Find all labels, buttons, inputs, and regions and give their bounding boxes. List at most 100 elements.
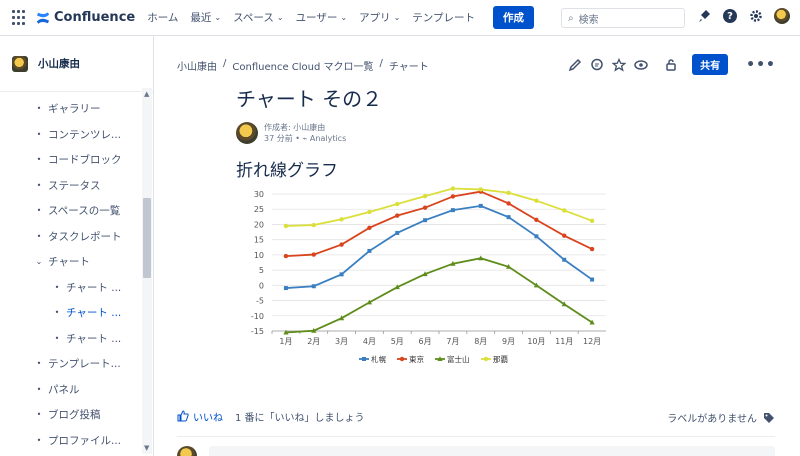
bullet-icon: • <box>54 333 60 343</box>
sidebar-item[interactable]: • チャート ... <box>0 326 142 352</box>
author-avatar[interactable] <box>236 122 258 144</box>
data-point[interactable] <box>283 253 289 259</box>
data-point[interactable] <box>478 187 483 192</box>
space-header[interactable]: 小山康由 <box>0 36 153 92</box>
data-point[interactable] <box>367 248 372 253</box>
watch-icon[interactable] <box>634 58 648 72</box>
search-input[interactable]: ⌕ 検索 <box>561 8 685 28</box>
scroll-thumb[interactable] <box>143 198 151 278</box>
data-point[interactable] <box>533 282 540 288</box>
more-actions-icon[interactable]: ••• <box>746 56 776 73</box>
data-point[interactable] <box>505 263 512 269</box>
data-point[interactable] <box>311 252 316 257</box>
sidebar-item[interactable]: ⌄ チャート <box>0 249 142 275</box>
sidebar-item[interactable]: • ブログ投稿 <box>0 402 142 428</box>
data-point[interactable] <box>562 208 567 213</box>
data-point[interactable] <box>589 246 595 252</box>
notifications-icon[interactable] <box>696 8 712 24</box>
scroll-down-icon[interactable]: ▼ <box>144 444 150 452</box>
series-line <box>285 257 593 334</box>
data-point[interactable] <box>534 234 539 239</box>
data-point[interactable] <box>422 205 428 210</box>
sidebar-item[interactable]: • スペースの一覧 <box>0 198 142 224</box>
thumbs-up-icon <box>177 410 189 422</box>
breadcrumb-parent[interactable]: Confluence Cloud マクロ一覧 <box>232 62 374 73</box>
sidebar-item[interactable]: • コードブロック <box>0 147 142 173</box>
sidebar-item[interactable]: • チャート ... <box>0 275 142 301</box>
confluence-logo[interactable]: Confluence <box>36 10 135 25</box>
breadcrumb-space[interactable]: 小山康由 <box>177 62 217 73</box>
data-point[interactable] <box>339 217 344 222</box>
lock-icon[interactable] <box>664 58 678 72</box>
data-point[interactable] <box>339 272 344 277</box>
data-point[interactable] <box>311 327 317 333</box>
sidebar-item[interactable]: • タスクレポート <box>0 224 142 250</box>
data-point[interactable] <box>562 233 567 238</box>
sidebar-item[interactable]: • テンプレート... <box>0 351 142 377</box>
data-point[interactable] <box>590 277 595 282</box>
sidebar-scrollbar[interactable]: ▲ ▼ <box>142 88 152 454</box>
help-icon[interactable]: ? <box>722 8 738 24</box>
nav-recent[interactable]: 最近 ⌄ <box>190 10 221 25</box>
comment-icon[interactable] <box>590 58 604 72</box>
data-point[interactable] <box>366 299 373 305</box>
scroll-up-icon[interactable]: ▲ <box>144 90 150 98</box>
data-point[interactable] <box>506 201 511 206</box>
data-point[interactable] <box>395 213 400 218</box>
like-button[interactable]: いいね <box>177 409 223 424</box>
share-button[interactable]: 共有 <box>692 54 729 75</box>
comment-editor <box>177 446 775 456</box>
create-button[interactable]: 作成 <box>492 6 534 29</box>
star-icon[interactable] <box>612 57 627 72</box>
sidebar-item[interactable]: • ギャラリー <box>0 96 142 122</box>
data-point[interactable] <box>562 257 567 262</box>
data-point[interactable] <box>450 260 456 266</box>
nav-spaces[interactable]: スペース ⌄ <box>233 10 283 25</box>
data-point[interactable] <box>534 217 539 223</box>
data-point[interactable] <box>589 319 595 325</box>
data-point[interactable] <box>367 225 372 230</box>
sidebar-item[interactable]: • チャート ... <box>0 300 142 326</box>
user-avatar[interactable] <box>774 8 790 24</box>
data-point[interactable] <box>478 203 483 208</box>
data-point[interactable] <box>395 230 400 235</box>
breadcrumb-current[interactable]: チャート <box>388 62 429 73</box>
data-point[interactable] <box>311 222 316 228</box>
data-point[interactable] <box>422 193 428 199</box>
data-point[interactable] <box>339 242 344 247</box>
nav-apps[interactable]: アプリ ⌄ <box>359 10 400 25</box>
data-point[interactable] <box>367 209 372 215</box>
data-point[interactable] <box>506 215 511 220</box>
data-point[interactable] <box>283 286 288 291</box>
data-point[interactable] <box>589 218 595 223</box>
sidebar-item[interactable]: • ステータス <box>0 173 142 199</box>
nav-templates[interactable]: テンプレート <box>412 10 475 25</box>
edit-icon[interactable] <box>568 58 582 72</box>
author-name[interactable]: 作成者: 小山康由 <box>264 123 326 132</box>
data-point[interactable] <box>450 208 455 213</box>
analytics-link[interactable]: Analytics <box>309 134 347 143</box>
app-switcher-icon[interactable] <box>12 9 28 26</box>
data-point[interactable] <box>422 271 428 277</box>
data-point[interactable] <box>395 201 400 207</box>
nav-home[interactable]: ホーム <box>147 10 178 25</box>
data-point[interactable] <box>283 329 289 335</box>
data-point[interactable] <box>450 186 456 191</box>
data-point[interactable] <box>338 315 345 321</box>
data-point[interactable] <box>450 194 456 199</box>
sidebar-item[interactable]: • コンテンツレ... <box>0 122 142 148</box>
labels-area[interactable]: ラベルがありません <box>667 410 775 425</box>
data-point[interactable] <box>311 284 316 289</box>
sidebar-item[interactable]: • プロファイル... <box>0 428 142 454</box>
data-point[interactable] <box>394 284 400 290</box>
settings-icon[interactable] <box>748 8 764 24</box>
comment-input[interactable] <box>209 446 775 456</box>
data-point[interactable] <box>506 190 511 195</box>
data-point[interactable] <box>283 223 289 229</box>
data-point[interactable] <box>478 255 484 261</box>
data-point[interactable] <box>561 301 567 307</box>
data-point[interactable] <box>423 218 428 223</box>
sidebar-item[interactable]: • パネル <box>0 377 142 403</box>
data-point[interactable] <box>534 198 539 203</box>
nav-users[interactable]: ユーザー ⌄ <box>296 10 348 25</box>
